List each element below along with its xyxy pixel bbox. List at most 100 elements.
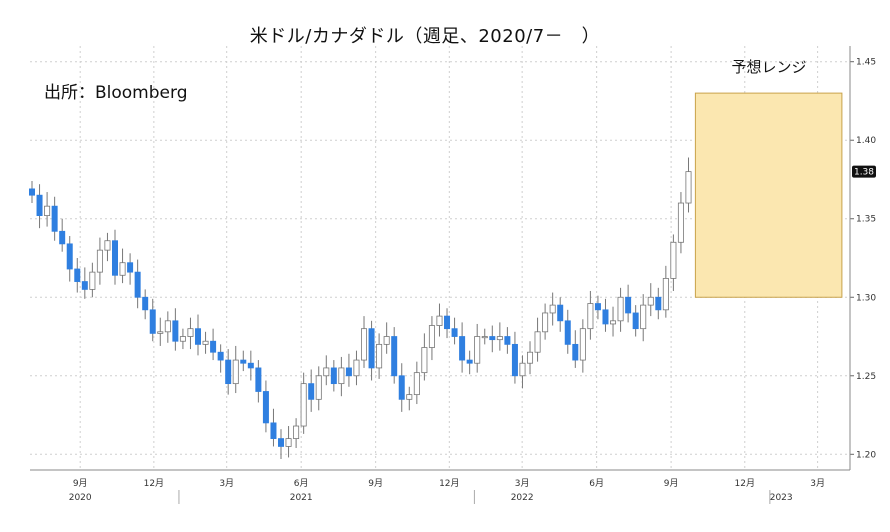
candle-body-up [187, 328, 194, 337]
candle-body-up [617, 296, 624, 322]
year-label: 2021 [290, 493, 313, 503]
last-price-box [852, 165, 876, 178]
candle-body-up [315, 375, 322, 400]
candle [240, 350, 247, 372]
candle-body-up [104, 240, 111, 251]
candle-body-down [391, 336, 398, 377]
candle-body-up [421, 347, 428, 374]
candle [564, 309, 571, 354]
candle-body-down [127, 262, 134, 273]
candle-body-down [112, 240, 119, 276]
candle [96, 237, 103, 285]
candle-body-up [353, 359, 360, 377]
candle [210, 328, 217, 361]
candle [640, 294, 647, 342]
grid [30, 46, 850, 470]
candle-body-down [74, 268, 81, 282]
candle-body-down [149, 309, 156, 334]
candle-body-down [489, 336, 496, 341]
candle-body-up [285, 438, 292, 447]
candle-body-up [610, 320, 617, 325]
candle-body-up [534, 331, 541, 353]
candle-body-down [210, 340, 217, 353]
candle [345, 353, 352, 387]
candle-body-down [28, 188, 35, 196]
candle [195, 314, 202, 356]
candle [353, 350, 360, 386]
candle-body-down [632, 312, 639, 330]
candle [489, 325, 496, 353]
candle [383, 322, 390, 354]
candle [391, 327, 398, 384]
candle [670, 234, 677, 291]
candle [134, 259, 141, 309]
candle [293, 418, 300, 449]
y-tick-label: 1.25 [856, 372, 876, 382]
candle [428, 316, 435, 361]
candle-body-down [134, 271, 141, 298]
candle-body-up [640, 304, 647, 330]
candle-body-down [466, 359, 473, 364]
x-tick-label: 9月 [664, 478, 679, 489]
candle [625, 284, 632, 323]
candle [285, 426, 292, 458]
candle [655, 287, 662, 320]
candle [323, 355, 330, 386]
candle [557, 297, 564, 332]
candle-body-down [459, 336, 466, 361]
candle-body-up [338, 367, 345, 385]
candle-body-up [542, 312, 549, 333]
candle-body-down [217, 351, 224, 361]
candle [217, 344, 224, 373]
candle-body-up [670, 241, 677, 279]
candle-body-up [413, 372, 420, 396]
candle-body-up [436, 315, 443, 326]
candle [278, 429, 285, 460]
candle-body-down [195, 328, 202, 345]
candle-body-down [142, 296, 149, 311]
candle [587, 290, 594, 340]
candle-body-down [247, 362, 254, 369]
candle-body-up [96, 249, 103, 273]
chart-title: 米ドル/カナダドル（週足、2020/7－ ） [249, 26, 601, 47]
x-tick-label: 3月 [515, 478, 530, 489]
candle [164, 311, 171, 343]
x-tick-label: 6月 [589, 478, 604, 489]
y-tick-label: 1.30 [856, 293, 876, 303]
candle-body-down [398, 375, 405, 400]
x-tick-label: 12月 [735, 478, 755, 489]
candle-body-down [594, 303, 601, 311]
candle-body-down [225, 359, 232, 385]
candle-body-down [511, 343, 518, 377]
x-tick-label: 12月 [439, 478, 459, 489]
candle-body-up [157, 331, 164, 334]
forecast-band [694, 92, 843, 298]
candle [398, 363, 405, 412]
candle [594, 295, 601, 320]
candle [610, 306, 617, 337]
candle [466, 350, 473, 375]
candle-body-up [44, 205, 51, 217]
candle [368, 320, 375, 381]
x-tick-label: 12月 [144, 478, 164, 489]
candle [511, 331, 518, 384]
candle [602, 298, 609, 332]
y-tick-label: 1.45 [856, 58, 876, 68]
candle-body-up [406, 394, 413, 400]
x-tick-label: 3月 [219, 478, 234, 489]
candle [262, 380, 269, 433]
candle-body-down [444, 315, 451, 330]
candle-body-down [655, 296, 662, 311]
candle [142, 289, 149, 320]
candle-body-down [451, 328, 458, 337]
candle-body-up [323, 367, 330, 377]
x-tick-label: 6月 [294, 478, 309, 489]
candle-body-up [481, 336, 488, 339]
candle-body-down [59, 230, 66, 245]
candle-body-up [293, 425, 300, 439]
candle [119, 248, 126, 284]
candle [44, 192, 51, 227]
candle-body-down [278, 438, 285, 447]
candle [338, 356, 345, 397]
x-tick-label: 9月 [73, 478, 88, 489]
